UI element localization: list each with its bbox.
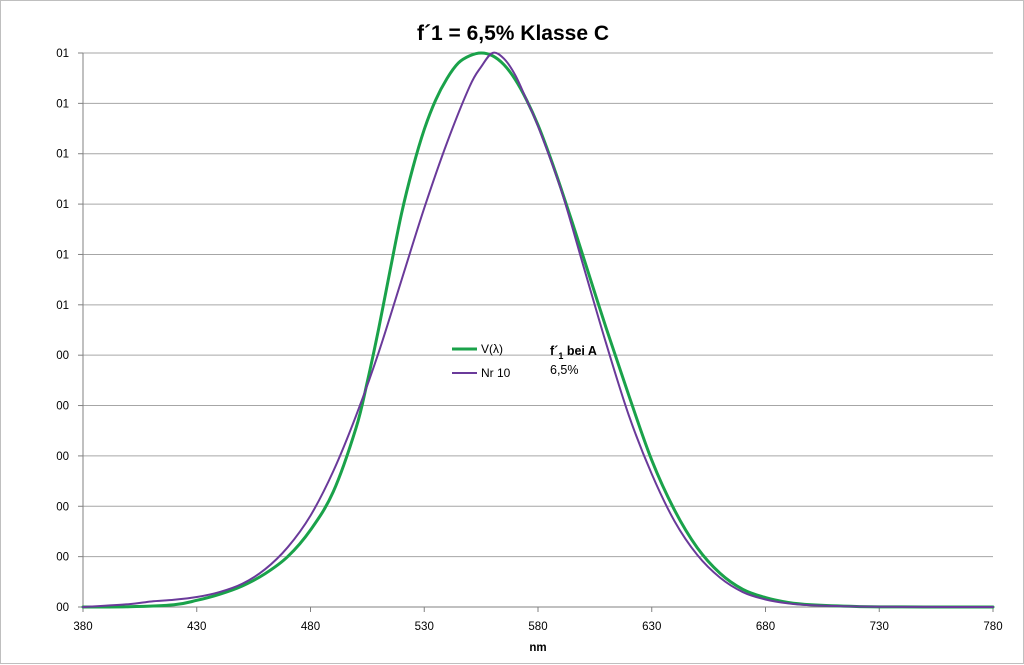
series-line-v-lambda xyxy=(81,51,995,609)
x-tick-labels: 380 430 480 530 580 630 680 730 780 xyxy=(73,607,1003,633)
x-tick-label: 580 xyxy=(528,621,547,633)
y-tick-label: 01 xyxy=(56,98,69,110)
series-lines xyxy=(81,51,995,609)
x-tick-label: 530 xyxy=(415,621,434,633)
y-tick-label: 00 xyxy=(56,602,69,614)
annotation-title-subscript: 1 xyxy=(558,351,563,361)
y-tick-label: 01 xyxy=(56,48,69,60)
gridlines xyxy=(78,52,993,608)
annotation-title: f´1 bei A xyxy=(550,344,597,361)
annotation-value: 6,5% xyxy=(550,363,579,377)
x-tick-label: 430 xyxy=(187,621,206,633)
y-tick-label: 01 xyxy=(56,149,69,161)
legend-label-v-lambda: V(λ) xyxy=(481,342,503,356)
x-tick-label: 780 xyxy=(983,621,1002,633)
y-tick-labels: 00 00 00 00 00 00 01 01 01 01 01 01 xyxy=(56,48,69,614)
x-tick-label: 480 xyxy=(301,621,320,633)
annotation: f´1 bei A 6,5% xyxy=(550,344,597,377)
x-tick-label: 630 xyxy=(642,621,661,633)
y-tick-label: 00 xyxy=(56,350,69,362)
y-tick-label: 01 xyxy=(56,199,69,211)
y-tick-label: 00 xyxy=(56,401,69,413)
legend-label-nr10: Nr 10 xyxy=(481,366,511,380)
annotation-title-rest: bei A xyxy=(563,344,597,358)
x-tick-label: 680 xyxy=(756,621,775,633)
y-tick-label: 00 xyxy=(56,501,69,513)
y-tick-label: 01 xyxy=(56,300,69,312)
y-tick-label: 01 xyxy=(56,249,69,261)
x-axis-title: nm xyxy=(529,642,546,654)
x-tick-label: 380 xyxy=(73,621,92,633)
series-line-nr10 xyxy=(82,51,994,608)
legend: V(λ) Nr 10 xyxy=(452,342,511,380)
y-tick-label: 00 xyxy=(56,552,69,564)
x-tick-label: 730 xyxy=(870,621,889,633)
chart-title: f´1 = 6,5% Klasse C xyxy=(417,22,609,45)
y-tick-label: 00 xyxy=(56,451,69,463)
annotation-title-main: f´ xyxy=(550,344,558,358)
